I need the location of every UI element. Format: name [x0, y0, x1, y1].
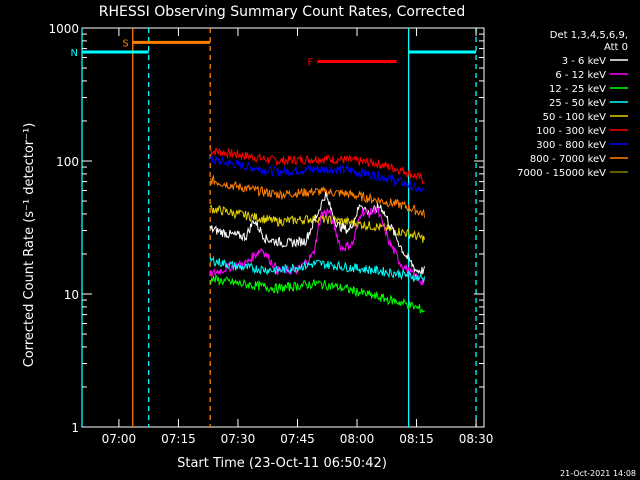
legend-entry-label-5: 100 - 300 keV: [536, 126, 606, 137]
y-tick-label-1: 10: [64, 288, 79, 302]
legend-entry-label-6: 300 - 800 keV: [536, 140, 606, 151]
x-tick-label-0: 07:00: [102, 432, 137, 446]
legend-header-1: Att 0: [604, 42, 628, 53]
y-tick-label-3: 1000: [48, 22, 79, 36]
x-axis-label: Start Time (23-Oct-11 06:50:42): [177, 456, 387, 471]
y-axis-label: Corrected Count Rate (s⁻¹ detector⁻¹): [22, 123, 37, 368]
series-line-7: [209, 273, 425, 314]
series-line-2: [209, 174, 425, 218]
legend-entry-label-8: 7000 - 15000 keV: [517, 168, 606, 179]
plot-timestamp: 21-Oct-2021 14:08: [560, 469, 636, 478]
plot-frame: [81, 27, 485, 428]
legend-entry-label-4: 50 - 100 keV: [543, 112, 607, 123]
legend-entry-label-1: 6 - 12 keV: [555, 70, 606, 81]
x-tick-label-2: 07:30: [221, 432, 256, 446]
legend-entry-label-0: 3 - 6 keV: [562, 56, 606, 67]
x-tick-label-4: 08:00: [340, 432, 375, 446]
x-tick-label-6: 08:30: [459, 432, 494, 446]
y-tick-label-2: 100: [56, 155, 79, 169]
legend-header-0: Det 1,3,4,5,6,9,: [550, 30, 628, 41]
x-tick-label-1: 07:15: [161, 432, 196, 446]
legend-entry-label-2: 12 - 25 keV: [549, 84, 606, 95]
series-line-5: [209, 206, 425, 286]
x-tick-label-3: 07:45: [280, 432, 315, 446]
series-line-4: [209, 192, 425, 276]
legend-entry-label-3: 25 - 50 keV: [549, 98, 606, 109]
y-tick-label-0: 1: [71, 421, 79, 435]
series-line-1: [209, 155, 425, 193]
series-line-0: [209, 147, 425, 185]
flag-label-1: N: [71, 48, 78, 59]
series-line-6: [209, 255, 425, 283]
flag-label-2: F: [308, 57, 314, 68]
legend-entry-label-7: 800 - 7000 keV: [530, 154, 606, 165]
legend: Det 1,3,4,5,6,9,Att 0 3 - 6 keV 6 - 12 keV…: [517, 30, 628, 179]
chart-title: RHESSI Observing Summary Count Rates, Co…: [99, 4, 465, 20]
x-tick-label-5: 08:15: [399, 432, 434, 446]
flag-label-0: S: [122, 38, 128, 49]
